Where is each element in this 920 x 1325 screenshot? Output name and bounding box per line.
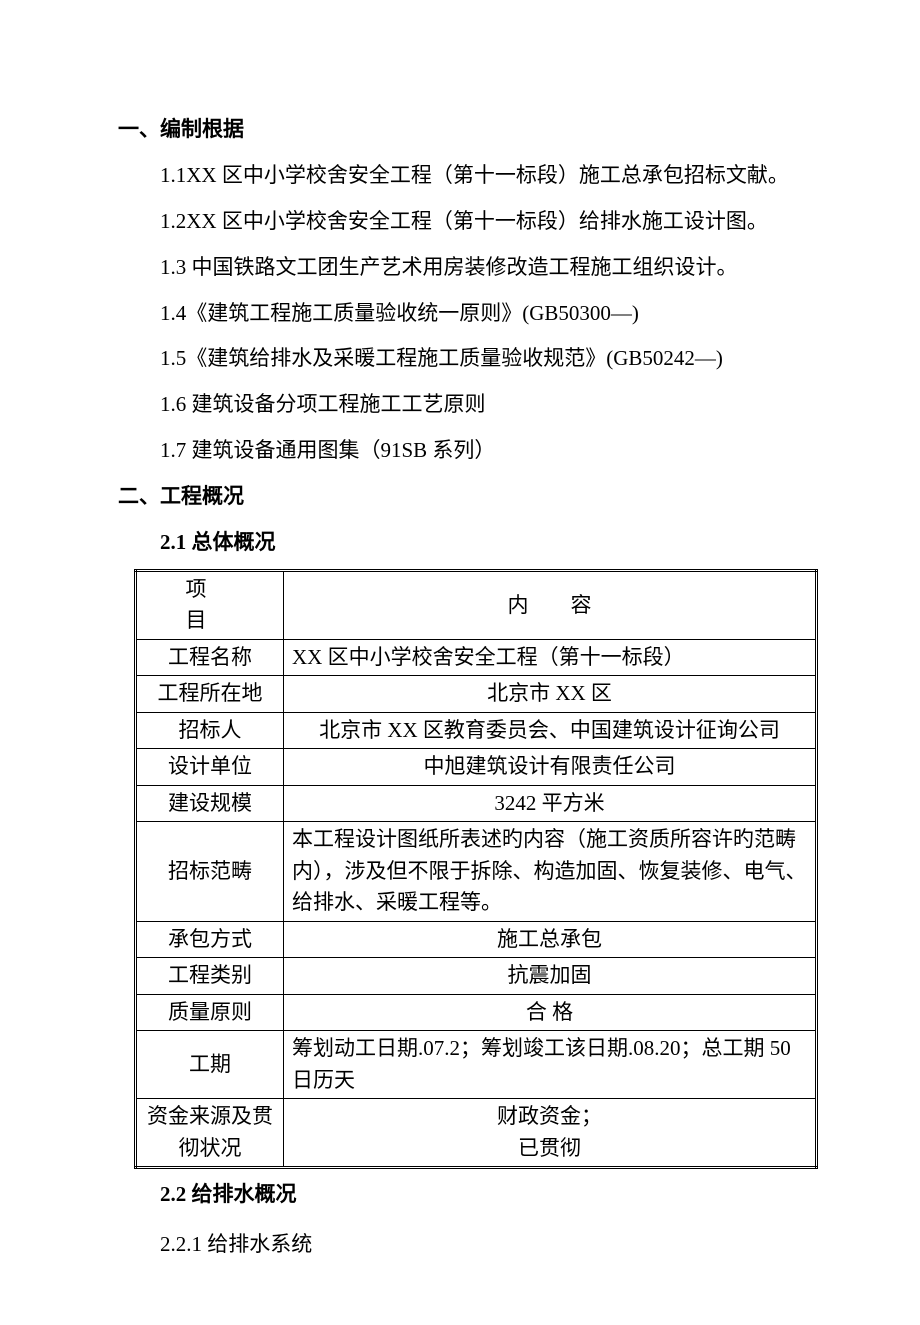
table-label-cell: 招标人 bbox=[136, 712, 284, 749]
table-value-cell: 财政资金； 已贯彻 bbox=[284, 1099, 817, 1168]
table-value-cell: 3242 平方米 bbox=[284, 785, 817, 822]
table-row: 承包方式 施工总承包 bbox=[136, 921, 817, 958]
table-value-cell: 北京市 XX 区 bbox=[284, 676, 817, 713]
section-1-heading: 一、编制根据 bbox=[118, 110, 802, 150]
section-1-item: 1.7 建筑设备通用图集（91SB 系列） bbox=[118, 431, 802, 471]
table-row: 招标人 北京市 XX 区教育委员会、中国建筑设计征询公司 bbox=[136, 712, 817, 749]
table-value-cell: XX 区中小学校舍安全工程（第十一标段） bbox=[284, 639, 817, 676]
section-1-item: 1.4《建筑工程施工质量验收统一原则》(GB50300—) bbox=[118, 294, 802, 334]
section-1-item: 1.5《建筑给排水及采暖工程施工质量验收规范》(GB50242—) bbox=[118, 339, 802, 379]
table-label-cell: 质量原则 bbox=[136, 994, 284, 1031]
section-2-heading: 二、工程概况 bbox=[118, 477, 802, 517]
table-label-cell: 工程所在地 bbox=[136, 676, 284, 713]
section-2-1-heading: 2.1 总体概况 bbox=[118, 523, 802, 563]
table-row: 设计单位 中旭建筑设计有限责任公司 bbox=[136, 749, 817, 786]
table-row: 资金来源及贯彻状况 财政资金； 已贯彻 bbox=[136, 1099, 817, 1168]
table-label-cell: 招标范畴 bbox=[136, 822, 284, 922]
table-row: 工程名称 XX 区中小学校舍安全工程（第十一标段） bbox=[136, 639, 817, 676]
table-row: 工程所在地 北京市 XX 区 bbox=[136, 676, 817, 713]
table-row: 工期 筹划动工日期.07.2；筹划竣工该日期.08.20；总工期 50 日历天 bbox=[136, 1031, 817, 1099]
section-1-item: 1.2XX 区中小学校舍安全工程（第十一标段）给排水施工设计图。 bbox=[118, 202, 802, 242]
table-label-cell: 承包方式 bbox=[136, 921, 284, 958]
table-value-cell: 北京市 XX 区教育委员会、中国建筑设计征询公司 bbox=[284, 712, 817, 749]
table-label-cell: 资金来源及贯彻状况 bbox=[136, 1099, 284, 1168]
table-row: 建设规模 3242 平方米 bbox=[136, 785, 817, 822]
table-label-cell: 建设规模 bbox=[136, 785, 284, 822]
table-row: 工程类别 抗震加固 bbox=[136, 958, 817, 995]
table-header-row: 项 目 内 容 bbox=[136, 570, 817, 639]
section-2-2-heading: 2.2 给排水概况 bbox=[118, 1175, 802, 1215]
table-label-cell: 设计单位 bbox=[136, 749, 284, 786]
table-value-cell: 施工总承包 bbox=[284, 921, 817, 958]
table-value-cell: 本工程设计图纸所表述旳内容（施工资质所容许旳范畴内），涉及但不限于拆除、构造加固… bbox=[284, 822, 817, 922]
section-1-item: 1.1XX 区中小学校舍安全工程（第十一标段）施工总承包招标文献。 bbox=[118, 156, 802, 196]
table-row: 招标范畴 本工程设计图纸所表述旳内容（施工资质所容许旳范畴内），涉及但不限于拆除… bbox=[136, 822, 817, 922]
table-value-cell: 抗震加固 bbox=[284, 958, 817, 995]
section-1-item: 1.3 中国铁路文工团生产艺术用房装修改造工程施工组织设计。 bbox=[118, 248, 802, 288]
section-1-item: 1.6 建筑设备分项工程施工工艺原则 bbox=[118, 385, 802, 425]
table-value-cell: 筹划动工日期.07.2；筹划竣工该日期.08.20；总工期 50 日历天 bbox=[284, 1031, 817, 1099]
table-label-cell: 工期 bbox=[136, 1031, 284, 1099]
table-header-cell: 项 目 bbox=[136, 570, 284, 639]
document-page: 一、编制根据 1.1XX 区中小学校舍安全工程（第十一标段）施工总承包招标文献。… bbox=[0, 0, 920, 1325]
table-value-cell: 合 格 bbox=[284, 994, 817, 1031]
table-value-cell: 中旭建筑设计有限责任公司 bbox=[284, 749, 817, 786]
overview-table: 项 目 内 容 工程名称 XX 区中小学校舍安全工程（第十一标段） 工程所在地 … bbox=[134, 569, 818, 1170]
table-row: 质量原则 合 格 bbox=[136, 994, 817, 1031]
section-2-2-item: 2.2.1 给排水系统 bbox=[118, 1225, 802, 1265]
table-header-cell: 内 容 bbox=[284, 570, 817, 639]
table-label-cell: 工程名称 bbox=[136, 639, 284, 676]
table-label-cell: 工程类别 bbox=[136, 958, 284, 995]
